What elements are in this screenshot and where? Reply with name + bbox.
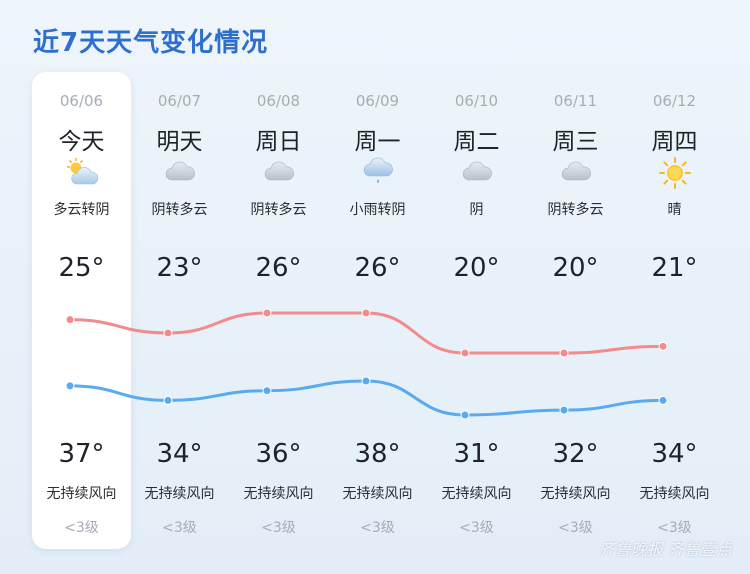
today-card	[32, 72, 131, 549]
condition-label: 晴	[667, 202, 682, 218]
condition-label: 阴转多云	[151, 202, 208, 218]
day-label: 明天	[156, 129, 203, 155]
low-temp-point	[262, 308, 272, 318]
date-label: 06/09	[355, 92, 400, 110]
low-temp-point	[163, 328, 173, 338]
date-label: 06/07	[157, 92, 202, 110]
cloud-icon	[526, 156, 625, 190]
high-temp-point	[65, 381, 75, 391]
wind-direction-label: 无持续风向	[639, 486, 710, 502]
wind-level-label: <3级	[360, 520, 395, 536]
wind-level-label: <3级	[64, 520, 99, 536]
day-label: 今天	[58, 129, 105, 155]
date-label: 06/06	[59, 92, 104, 110]
light-rain-icon	[328, 156, 427, 190]
condition-label: 阴	[469, 202, 484, 218]
wind-direction-label: 无持续风向	[441, 486, 512, 502]
cloud-icon	[427, 156, 526, 190]
high-temp-point	[460, 410, 470, 420]
low-temp-point	[460, 348, 470, 358]
high-temp-label: 34°	[651, 439, 698, 469]
wind-direction-label: 无持续风向	[243, 486, 314, 502]
day-column: 06/11 周三阴转多云 20° 32° 无持续风向 <3级	[526, 72, 625, 549]
high-temp-label: 34°	[156, 439, 203, 469]
high-temp-label: 32°	[552, 439, 599, 469]
day-label: 周一	[354, 129, 401, 155]
day-column: 06/06 今天多云转阴 25° 37° 无持续风向 <3级	[32, 72, 131, 549]
wind-direction-label: 无持续风向	[540, 486, 611, 502]
high-temp-point	[658, 395, 668, 405]
day-column: 06/12 周四晴 21° 34° 无持续风向 <3级	[625, 72, 724, 549]
day-column: 06/10 周二阴 20° 31° 无持续风向 <3级	[427, 72, 526, 549]
low-temp-label: 20°	[453, 253, 500, 283]
low-temp-label: 21°	[651, 253, 698, 283]
partly-cloudy-icon	[32, 156, 131, 190]
low-temp-point	[658, 341, 668, 351]
wind-level-label: <3级	[558, 520, 593, 536]
low-temp-point	[65, 315, 75, 325]
day-label: 周四	[651, 129, 698, 155]
wind-direction-label: 无持续风向	[46, 486, 117, 502]
wind-direction-label: 无持续风向	[342, 486, 413, 502]
high-temp-label: 36°	[255, 439, 302, 469]
low-temp-label: 20°	[552, 253, 599, 283]
wind-level-label: <3级	[657, 520, 692, 536]
high-temp-label: 37°	[58, 439, 105, 469]
high-temp-point	[163, 395, 173, 405]
day-column: 06/09 周一小雨转阴 26° 38° 无持续风向 <3级	[328, 72, 427, 549]
high-temp-label: 38°	[354, 439, 401, 469]
day-column: 06/08 周日阴转多云 26° 36° 无持续风向 <3级	[229, 72, 328, 549]
high-temp-label: 31°	[453, 439, 500, 469]
day-label: 周日	[255, 129, 302, 155]
condition-label: 多云转阴	[53, 202, 110, 218]
high-temp-point	[559, 405, 569, 415]
day-column: 06/07 明天阴转多云 23° 34° 无持续风向 <3级	[130, 72, 229, 549]
sun-icon	[625, 156, 724, 190]
low-temp-label: 23°	[156, 253, 203, 283]
high-temp-line	[69, 379, 664, 417]
wind-level-label: <3级	[162, 520, 197, 536]
date-label: 06/08	[256, 92, 301, 110]
high-temp-point	[361, 376, 371, 386]
low-temp-line	[69, 311, 664, 355]
day-label: 周二	[453, 129, 500, 155]
low-temp-point	[361, 308, 371, 318]
watermark: 齐鲁晚报 齐鲁壹点	[598, 540, 732, 559]
low-temp-label: 26°	[255, 253, 302, 283]
condition-label: 小雨转阴	[349, 202, 406, 218]
cloud-icon	[229, 156, 328, 190]
page-title: 近7天天气变化情况	[33, 28, 269, 58]
high-temp-point	[262, 386, 272, 396]
low-temp-label: 26°	[354, 253, 401, 283]
low-temp-label: 25°	[58, 253, 105, 283]
condition-label: 阴转多云	[547, 202, 604, 218]
cloud-icon	[130, 156, 229, 190]
date-label: 06/12	[652, 92, 697, 110]
wind-level-label: <3级	[459, 520, 494, 536]
date-label: 06/10	[454, 92, 499, 110]
wind-direction-label: 无持续风向	[144, 486, 215, 502]
condition-label: 阴转多云	[250, 202, 307, 218]
low-temp-point	[559, 348, 569, 358]
date-label: 06/11	[553, 92, 598, 110]
wind-level-label: <3级	[261, 520, 296, 536]
day-label: 周三	[552, 129, 599, 155]
